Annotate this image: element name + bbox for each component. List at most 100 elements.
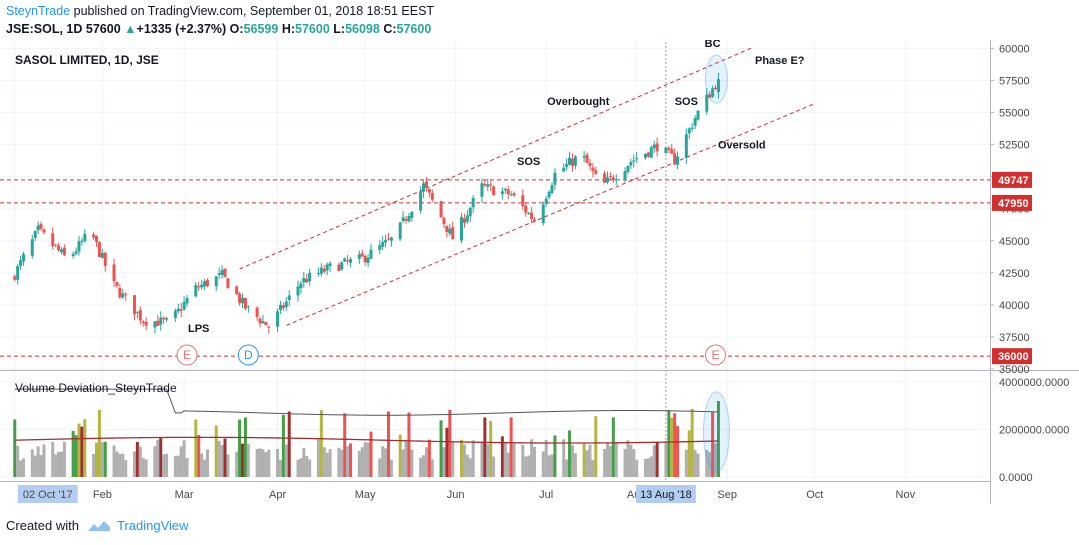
volume-bar [302,448,306,477]
candle-body [451,227,455,240]
candle [524,202,528,217]
candle-body [281,305,285,309]
price-chart[interactable]: LPS Overbought SOS SOS BC Phase E? Oversold E D… [0,40,1079,510]
volume-bar [135,441,139,477]
author-link[interactable]: SteynTrade [6,4,71,18]
candle [197,282,201,291]
volume-bar [646,458,650,477]
candle [439,200,443,218]
candle [141,320,145,327]
candle [83,229,87,243]
volume-bar [369,431,373,477]
tradingview-link[interactable]: TradingView [116,518,189,533]
candle-body [103,252,107,266]
volume-bar [623,448,627,477]
candle-body [241,297,245,304]
volume-bar [138,446,142,477]
volume-bar [162,454,166,477]
up-arrow-icon: ▲ [124,22,137,36]
candle-body [144,321,148,326]
volume-bar [57,451,61,477]
volume-bar [585,450,589,477]
candle-body [544,198,548,204]
candle-body [316,272,320,274]
candle-body [512,193,516,196]
volume-bar [430,459,434,477]
candle-body [532,219,536,222]
candle-body [77,241,81,252]
candle [357,250,361,264]
time-tick-label: Jun [447,489,465,501]
last-price: 57600 [85,22,121,36]
candle [296,280,300,302]
candle-body [676,156,680,165]
volume-bar [489,420,493,477]
candle [527,211,531,215]
candle-body [714,87,718,89]
candle-body [337,264,341,272]
candle-body [664,147,668,154]
candle [460,212,464,244]
volume-bar [22,458,26,477]
candle [220,265,224,279]
candle-body [308,272,312,282]
volume-bar [316,439,320,477]
candle [398,221,402,241]
volume-bar [424,447,428,477]
candle [442,216,446,229]
candle-body [299,283,303,289]
candle-body [553,172,557,185]
candle [36,221,40,235]
candle-body [165,318,169,320]
candle [360,249,364,258]
candle-body [74,251,78,254]
volume-bar [608,445,612,477]
candle-body [159,317,163,325]
volume-bar [547,455,551,477]
footer: Created with TradingView [6,518,189,533]
candle [649,145,653,159]
volume-bar [462,444,466,477]
candle-body [530,212,534,219]
candle-body [524,205,528,213]
volume-bar [343,413,347,477]
volume-bar [407,412,411,477]
candle-body [442,217,446,225]
candle [176,303,180,315]
candle [468,206,472,222]
volume-average-line [14,436,719,444]
candle [670,143,674,154]
candle-body [550,185,554,194]
volume-bar [509,417,513,477]
candle-body [59,249,63,253]
candle [676,151,680,170]
candle-body [54,244,58,246]
candle [427,188,431,198]
volume-bar [173,456,177,477]
candle-body [349,259,353,263]
candle [632,154,636,168]
candle-body [287,295,291,300]
candle [667,146,671,154]
volume-bar [594,416,598,477]
volume-bar [398,434,402,477]
candle [424,176,428,192]
candle [173,308,177,322]
candle-body [460,217,464,241]
candle [486,178,490,191]
annotation-label: SOS [675,96,698,108]
candle-body [343,258,347,262]
candle [223,268,227,278]
volume-bar [451,442,455,477]
candle [226,277,230,289]
candle [562,163,566,173]
candle-body [626,165,630,172]
level-price-tag [992,171,1032,188]
support-resistance-lines [0,179,990,357]
volume-bar [16,445,20,477]
candle [404,216,408,225]
annotation-label: Oversold [718,139,766,151]
candle-body [468,207,472,217]
volume-bar [591,460,595,477]
candle [19,255,23,270]
